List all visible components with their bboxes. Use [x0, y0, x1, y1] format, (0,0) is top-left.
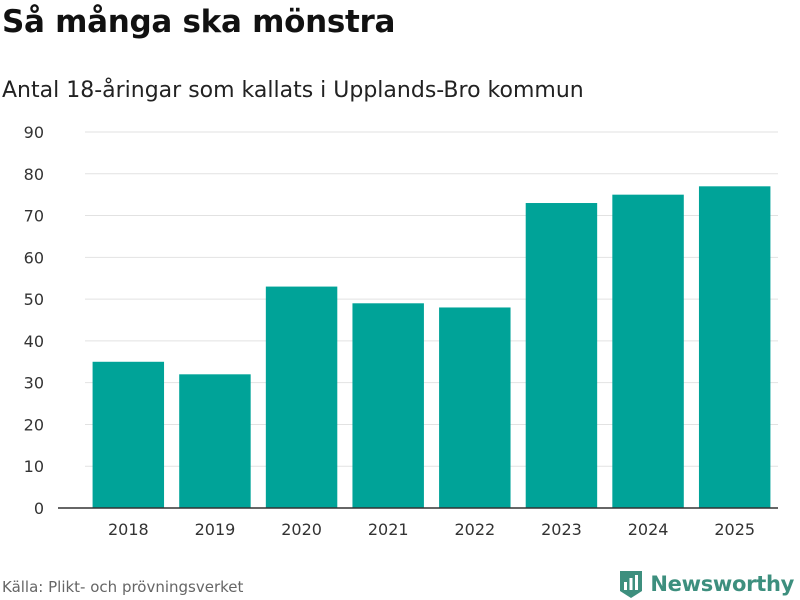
chart-title: Så många ska mönstra	[2, 4, 396, 40]
bar-2021	[352, 303, 424, 508]
y-tick-label: 90	[24, 123, 44, 142]
chart-subtitle: Antal 18-åringar som kallats i Upplands-…	[2, 78, 584, 103]
x-tick-label: 2023	[541, 520, 582, 539]
y-tick-label: 60	[24, 248, 44, 267]
x-tick-label: 2024	[628, 520, 669, 539]
source-note: Källa: Plikt- och prövningsverket	[2, 578, 244, 596]
x-tick-label: 2020	[281, 520, 322, 539]
x-tick-label: 2021	[368, 520, 409, 539]
y-tick-label: 80	[24, 165, 44, 184]
brand-name: Newsworthy	[650, 572, 794, 596]
bar-2019	[179, 374, 251, 508]
bar-2022	[439, 307, 511, 508]
y-tick-label: 10	[24, 457, 44, 476]
bar-2020	[265, 286, 338, 508]
x-tick-label: 2018	[108, 520, 149, 539]
y-tick-label: 30	[24, 374, 44, 393]
y-tick-label: 40	[24, 332, 44, 351]
brand: Newsworthy	[618, 569, 794, 599]
y-tick-label: 50	[24, 290, 44, 309]
bar-2024	[612, 194, 684, 508]
bar-2023	[525, 203, 598, 508]
y-tick-label: 70	[24, 207, 44, 226]
newsworthy-logo-icon	[620, 571, 643, 598]
bar-2018	[92, 361, 165, 508]
bar-2025	[698, 186, 771, 509]
bar-chart: 0 10 20 30 40 50 60 70 80 90 2018 2019 2020 2021 2022 2…	[24, 123, 778, 539]
y-tick-label: 0	[34, 499, 44, 518]
x-tick-label: 2025	[714, 520, 755, 539]
x-tick-label: 2019	[195, 520, 236, 539]
x-tick-label: 2022	[454, 520, 495, 539]
y-tick-label: 20	[24, 415, 44, 434]
